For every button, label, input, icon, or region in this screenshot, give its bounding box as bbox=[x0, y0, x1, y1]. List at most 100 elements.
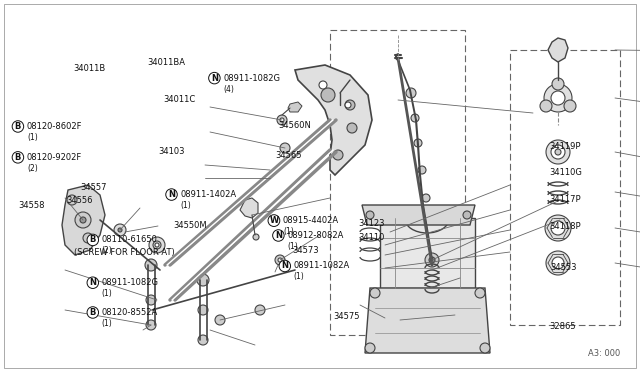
Text: N: N bbox=[282, 262, 288, 270]
Circle shape bbox=[546, 140, 570, 164]
Text: (1): (1) bbox=[102, 319, 113, 328]
Text: N: N bbox=[275, 231, 282, 240]
Text: W: W bbox=[269, 216, 278, 225]
Text: (2): (2) bbox=[27, 164, 38, 173]
Circle shape bbox=[118, 228, 122, 232]
Text: (1): (1) bbox=[180, 201, 191, 210]
Circle shape bbox=[280, 118, 284, 122]
Circle shape bbox=[198, 305, 208, 315]
Circle shape bbox=[277, 115, 287, 125]
Circle shape bbox=[67, 195, 77, 205]
Circle shape bbox=[198, 335, 208, 345]
Circle shape bbox=[564, 100, 576, 112]
Circle shape bbox=[197, 274, 209, 286]
Circle shape bbox=[278, 258, 282, 262]
Circle shape bbox=[146, 320, 156, 330]
Circle shape bbox=[545, 215, 571, 241]
Text: (1): (1) bbox=[283, 227, 294, 236]
Circle shape bbox=[475, 288, 485, 298]
Polygon shape bbox=[295, 65, 372, 175]
Circle shape bbox=[552, 257, 564, 269]
Polygon shape bbox=[240, 198, 258, 218]
Polygon shape bbox=[362, 205, 475, 225]
Circle shape bbox=[253, 234, 259, 240]
Polygon shape bbox=[380, 218, 475, 288]
Text: 34557: 34557 bbox=[80, 183, 106, 192]
Circle shape bbox=[551, 145, 565, 159]
Circle shape bbox=[418, 166, 426, 174]
Circle shape bbox=[319, 81, 327, 89]
Circle shape bbox=[551, 91, 565, 105]
Text: 34118P: 34118P bbox=[549, 222, 580, 231]
Text: 34110G: 34110G bbox=[549, 168, 582, 177]
Text: (SCREW FOR FLOOR AT): (SCREW FOR FLOOR AT) bbox=[74, 248, 174, 257]
Circle shape bbox=[425, 218, 433, 226]
Bar bbox=[510, 50, 620, 325]
Text: B: B bbox=[15, 153, 21, 162]
Text: 32865: 32865 bbox=[549, 322, 576, 331]
Circle shape bbox=[370, 288, 380, 298]
Circle shape bbox=[114, 224, 126, 236]
Circle shape bbox=[414, 139, 422, 147]
Circle shape bbox=[333, 150, 343, 160]
Text: 08915-4402A: 08915-4402A bbox=[283, 216, 339, 225]
Text: 34575: 34575 bbox=[333, 312, 359, 321]
Text: 34123: 34123 bbox=[358, 219, 385, 228]
Circle shape bbox=[83, 233, 93, 243]
Text: 08120-8602F: 08120-8602F bbox=[27, 122, 83, 131]
Circle shape bbox=[321, 88, 335, 102]
Circle shape bbox=[153, 241, 161, 249]
Text: 08912-8082A: 08912-8082A bbox=[287, 231, 344, 240]
Circle shape bbox=[411, 114, 419, 122]
Polygon shape bbox=[288, 102, 302, 112]
Text: (1): (1) bbox=[294, 272, 305, 282]
Circle shape bbox=[422, 194, 430, 202]
Text: 34558: 34558 bbox=[18, 201, 44, 210]
Circle shape bbox=[215, 315, 225, 325]
Text: B: B bbox=[90, 308, 96, 317]
Circle shape bbox=[546, 251, 570, 275]
Text: 34011B: 34011B bbox=[74, 64, 106, 73]
Circle shape bbox=[80, 217, 86, 223]
Circle shape bbox=[155, 243, 159, 247]
Circle shape bbox=[75, 212, 91, 228]
Polygon shape bbox=[365, 288, 490, 353]
Text: 34011C: 34011C bbox=[163, 95, 195, 104]
Circle shape bbox=[425, 253, 439, 267]
Text: (1): (1) bbox=[287, 242, 298, 251]
Text: 08911-1082G: 08911-1082G bbox=[102, 278, 159, 287]
Circle shape bbox=[365, 343, 375, 353]
Text: N: N bbox=[211, 74, 218, 83]
Text: 34573: 34573 bbox=[292, 246, 319, 255]
Circle shape bbox=[555, 149, 561, 155]
Circle shape bbox=[345, 100, 355, 110]
Circle shape bbox=[337, 102, 343, 108]
Circle shape bbox=[347, 123, 357, 133]
Circle shape bbox=[336, 89, 344, 97]
Circle shape bbox=[255, 305, 265, 315]
Text: B: B bbox=[90, 235, 96, 244]
Text: 08911-1082G: 08911-1082G bbox=[223, 74, 280, 83]
Circle shape bbox=[480, 343, 490, 353]
Polygon shape bbox=[62, 185, 105, 255]
Circle shape bbox=[149, 237, 165, 253]
Circle shape bbox=[463, 211, 471, 219]
Circle shape bbox=[146, 295, 156, 305]
Text: 34011BA: 34011BA bbox=[147, 58, 185, 67]
Text: N: N bbox=[90, 278, 96, 287]
Circle shape bbox=[366, 211, 374, 219]
Text: 34553: 34553 bbox=[550, 263, 577, 272]
Text: (1): (1) bbox=[102, 289, 113, 298]
Bar bbox=[330, 30, 465, 335]
Text: 34119P: 34119P bbox=[549, 142, 580, 151]
Text: 34560N: 34560N bbox=[278, 121, 311, 130]
Text: 08911-1402A: 08911-1402A bbox=[180, 190, 237, 199]
Circle shape bbox=[280, 143, 290, 153]
Text: 08110-61650: 08110-61650 bbox=[102, 235, 157, 244]
Text: 34556: 34556 bbox=[66, 196, 92, 205]
Text: 34550M: 34550M bbox=[173, 221, 207, 230]
Text: N: N bbox=[168, 190, 175, 199]
Text: 08911-1082A: 08911-1082A bbox=[294, 262, 350, 270]
Circle shape bbox=[345, 102, 351, 108]
Circle shape bbox=[540, 100, 552, 112]
